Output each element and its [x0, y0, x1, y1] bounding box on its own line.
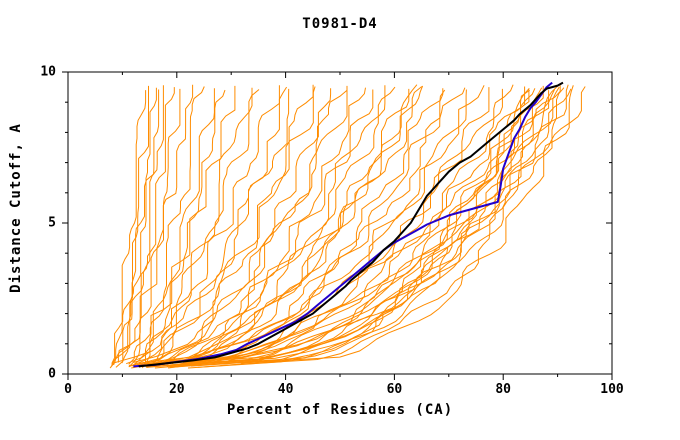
ensemble-curve — [117, 84, 194, 363]
ensemble-curve — [175, 84, 418, 363]
ensemble-curve — [146, 89, 467, 368]
ensemble-curve — [126, 85, 236, 365]
ensemble-curve — [179, 86, 560, 366]
ensemble-curve — [128, 86, 205, 365]
ensemble-curve — [132, 84, 314, 363]
ensemble-curve — [154, 89, 530, 369]
x-axis-label: Percent of Residues (CA) — [226, 402, 454, 418]
ensemble-curve — [166, 88, 444, 367]
ensemble-curve — [161, 85, 561, 364]
ensemble-curve — [144, 87, 490, 366]
ensemble-curve — [112, 85, 280, 364]
ensemble-curve — [140, 86, 288, 366]
ensemble-curve — [131, 88, 215, 367]
ensemble-curve — [187, 90, 550, 369]
ensemble-curve — [111, 85, 149, 364]
ensemble-curve — [220, 87, 565, 366]
ensemble-curve — [128, 87, 466, 366]
ensemble-curve — [162, 86, 396, 366]
chart-title: T0981-D4 — [302, 16, 378, 32]
ensemble-curve — [174, 88, 572, 368]
x-tick-label: 0 — [64, 382, 72, 397]
ensemble-curve — [218, 85, 559, 365]
black-line-curve — [138, 81, 564, 368]
ensemble-curve — [140, 86, 526, 365]
ensemble-curve — [131, 89, 348, 369]
y-tick-label: 10 — [40, 64, 56, 80]
ensemble-curve — [145, 88, 410, 368]
x-tick-label: 60 — [386, 382, 403, 397]
ensemble-curve — [152, 85, 348, 365]
x-tick-label: 80 — [495, 382, 512, 397]
x-tick-label: 40 — [277, 382, 294, 397]
ensemble-curve — [148, 87, 366, 366]
blue-line-curve — [133, 81, 553, 368]
x-tick-label: 100 — [600, 382, 624, 397]
ensemble-curve — [128, 88, 290, 368]
ensemble-curve — [166, 87, 543, 366]
y-tick-label: 5 — [48, 215, 56, 231]
ensemble-curve — [240, 85, 574, 364]
ensemble-curve — [137, 86, 316, 365]
ensemble-curve — [121, 85, 164, 364]
y-axis-label: Distance Cutoff, A — [8, 123, 24, 293]
ensemble-curve — [141, 89, 226, 369]
ensemble-curve — [146, 89, 374, 368]
ensemble-curve — [181, 86, 586, 365]
ensemble-curve — [159, 86, 423, 365]
y-tick-label: 0 — [48, 366, 56, 382]
ensemble-curve — [156, 85, 386, 364]
ensemble-curve — [197, 89, 530, 368]
ensemble-curve — [138, 85, 485, 364]
ensemble-curve — [171, 85, 424, 365]
x-tick-label: 20 — [168, 382, 185, 397]
